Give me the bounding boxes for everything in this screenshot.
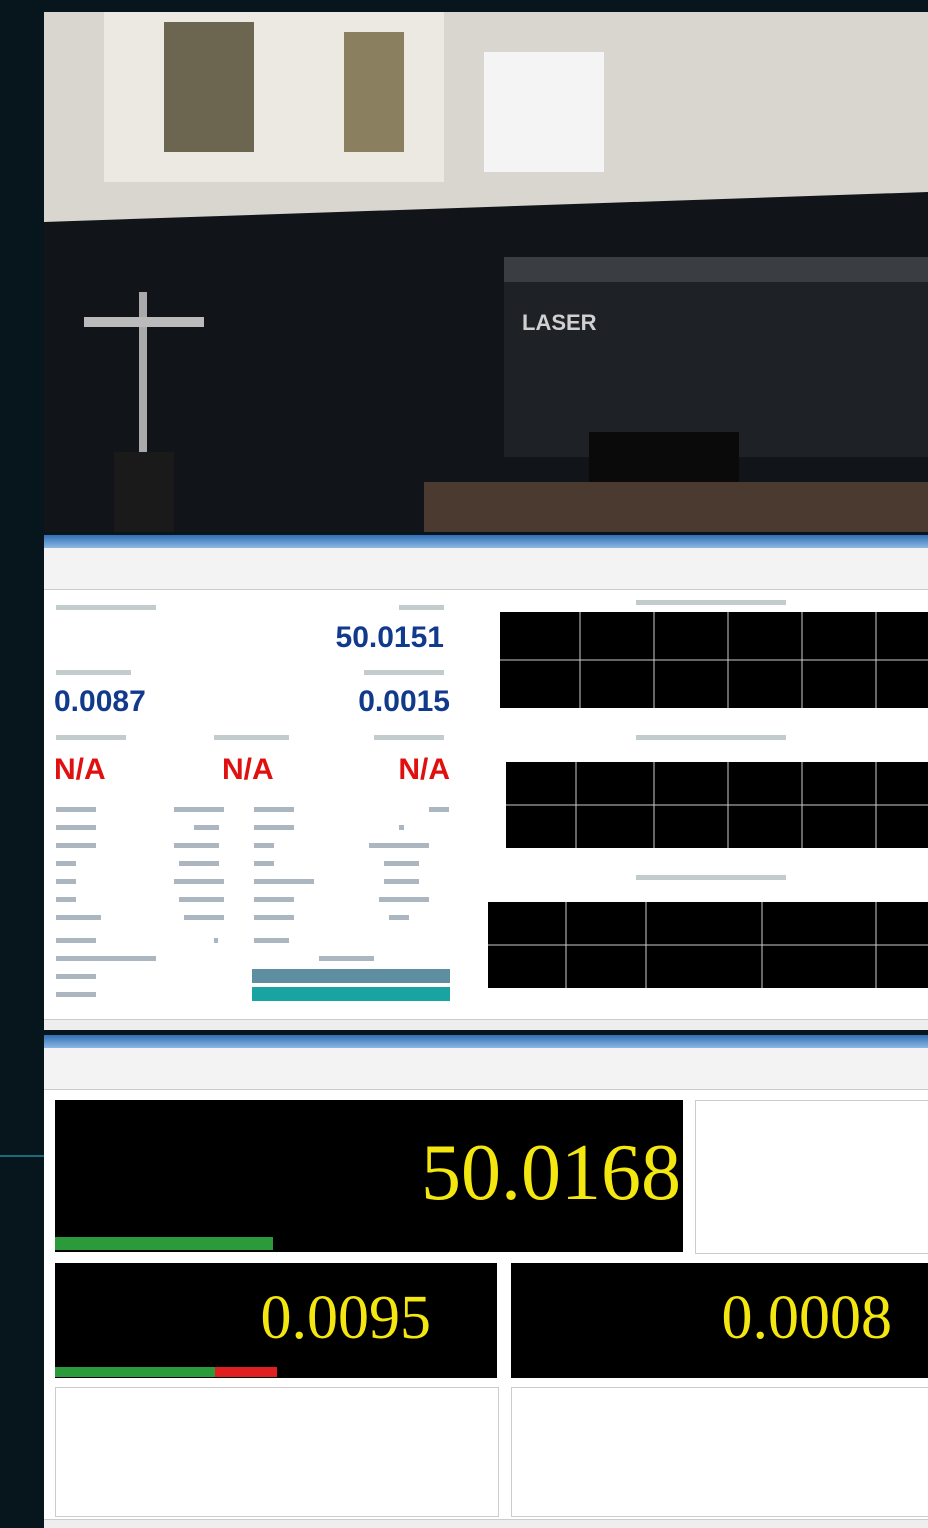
length-panel: 50.0168 (55, 1100, 683, 1252)
charts (456, 595, 928, 1015)
label (374, 735, 444, 740)
straightness-x-value: 0.0095 (261, 1283, 432, 1354)
title-bar (44, 535, 928, 548)
length-value: 50.0151 (336, 621, 444, 655)
progress (55, 1367, 215, 1377)
toolbar (44, 1065, 928, 1090)
straightness-y-value: 0.0008 (722, 1283, 893, 1354)
toolbar (44, 565, 928, 590)
straightness-y-panel: 0.0008 (511, 1263, 928, 1378)
label (56, 735, 126, 740)
title-bar (44, 1035, 928, 1048)
label (56, 605, 156, 610)
screen: LASER 50.0151 0.0087 0.0015 N/A N/A N/A … (0, 0, 928, 1528)
empty-panel (55, 1387, 499, 1517)
divider (0, 1155, 44, 1157)
straightness-x-panel: 0.0095 (55, 1263, 497, 1378)
info-table (54, 803, 454, 1008)
length-value: 50.0168 (421, 1128, 681, 1219)
info-panel (695, 1100, 928, 1254)
angle-value: N/A (222, 753, 274, 787)
straightness-x-value: 0.0087 (54, 685, 146, 719)
app-window: 50.0151 0.0087 0.0015 N/A N/A N/A (44, 535, 928, 1030)
label (399, 605, 444, 610)
photo: LASER (44, 12, 928, 532)
menu-bar (44, 1048, 928, 1066)
label (364, 670, 444, 675)
status-bar (44, 1519, 928, 1528)
angle-value: N/A (54, 753, 106, 787)
straightness-y-value: 0.0015 (358, 685, 450, 719)
photo-brand: LASER (522, 310, 597, 335)
progress (55, 1237, 273, 1250)
menu-bar (44, 548, 928, 566)
empty-panel (511, 1387, 928, 1517)
label (56, 670, 131, 675)
app-window: 50.0168 0.0095 0.0008 (44, 1035, 928, 1528)
angle-value: N/A (398, 753, 450, 787)
status-bar (44, 1019, 928, 1030)
label (214, 735, 289, 740)
progress (215, 1367, 277, 1377)
